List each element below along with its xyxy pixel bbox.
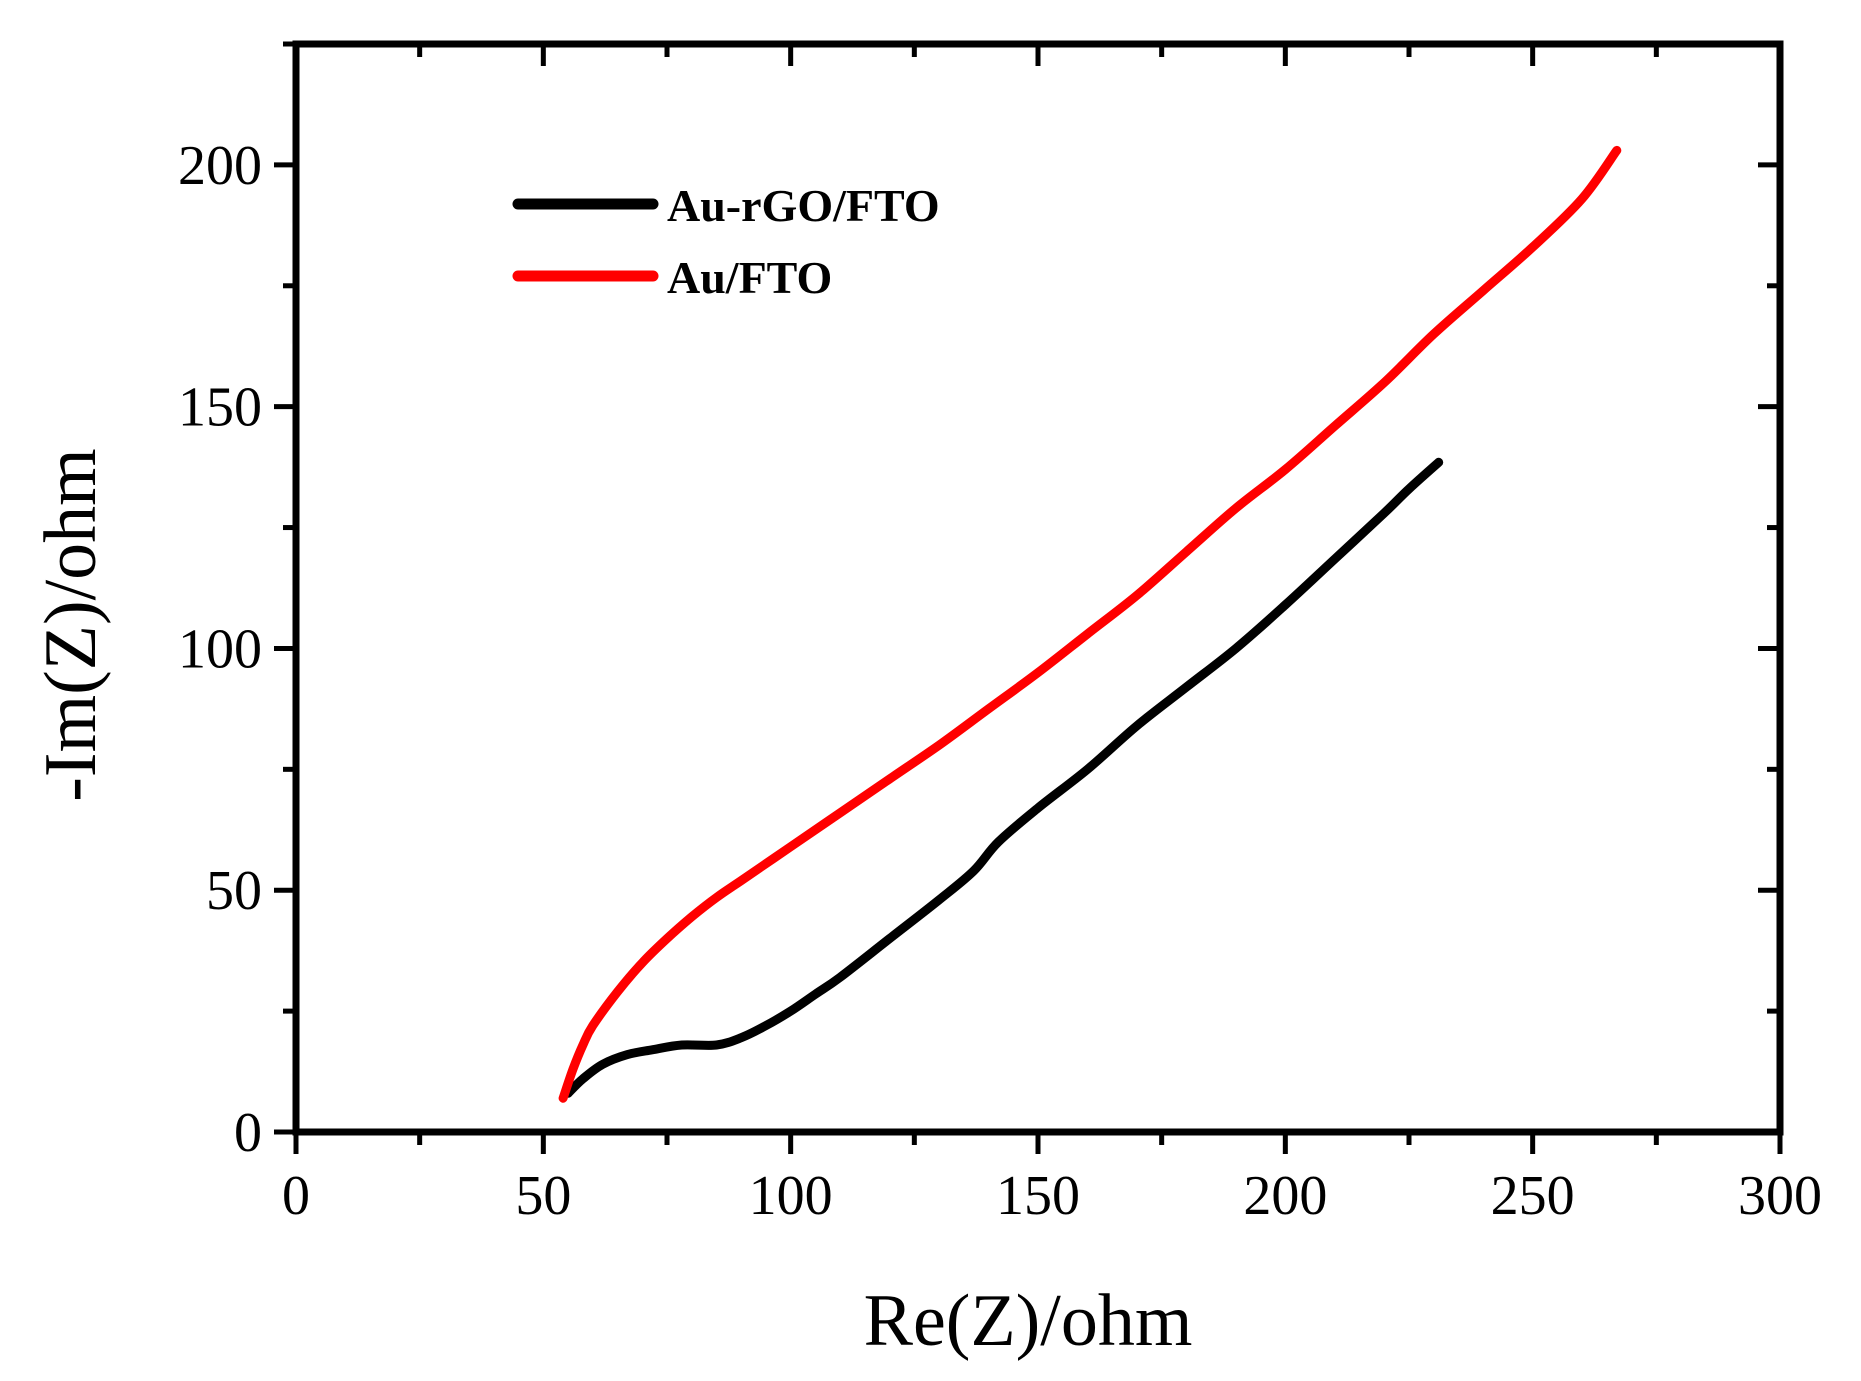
y-tick-label: 150: [178, 377, 262, 439]
y-tick-label: 0: [234, 1102, 262, 1164]
x-tick-label: 150: [996, 1165, 1080, 1227]
legend-label-au-fto: Au/FTO: [667, 252, 832, 303]
x-tick-label: 200: [1243, 1165, 1327, 1227]
y-tick-label: 200: [178, 135, 262, 197]
x-tick-label: 300: [1738, 1165, 1822, 1227]
x-axis-title: Re(Z)/ohm: [864, 1280, 1193, 1362]
series-line-au-fto: [558, 145, 1622, 1103]
axis-ticks: [274, 41, 1783, 1154]
series-lines: [558, 145, 1622, 1103]
x-tick-label: 250: [1491, 1165, 1575, 1227]
plot-frame: [292, 40, 1784, 1136]
series-line-au-rgo-fto: [563, 457, 1444, 1098]
y-tick-label: 100: [178, 618, 262, 680]
y-axis-title: -Im(Z)/ohm: [30, 448, 112, 801]
tick-labels: 0 50 100 150 200 250 300 0 50 100 150 200: [178, 135, 1822, 1227]
y-tick-label: 50: [206, 860, 262, 922]
x-tick-label: 50: [515, 1165, 571, 1227]
x-tick-label: 100: [749, 1165, 833, 1227]
x-tick-label: 0: [282, 1165, 310, 1227]
legend-label-au-rgo-fto: Au-rGO/FTO: [667, 180, 940, 231]
legend: Au-rGO/FTO Au/FTO: [512, 180, 940, 303]
